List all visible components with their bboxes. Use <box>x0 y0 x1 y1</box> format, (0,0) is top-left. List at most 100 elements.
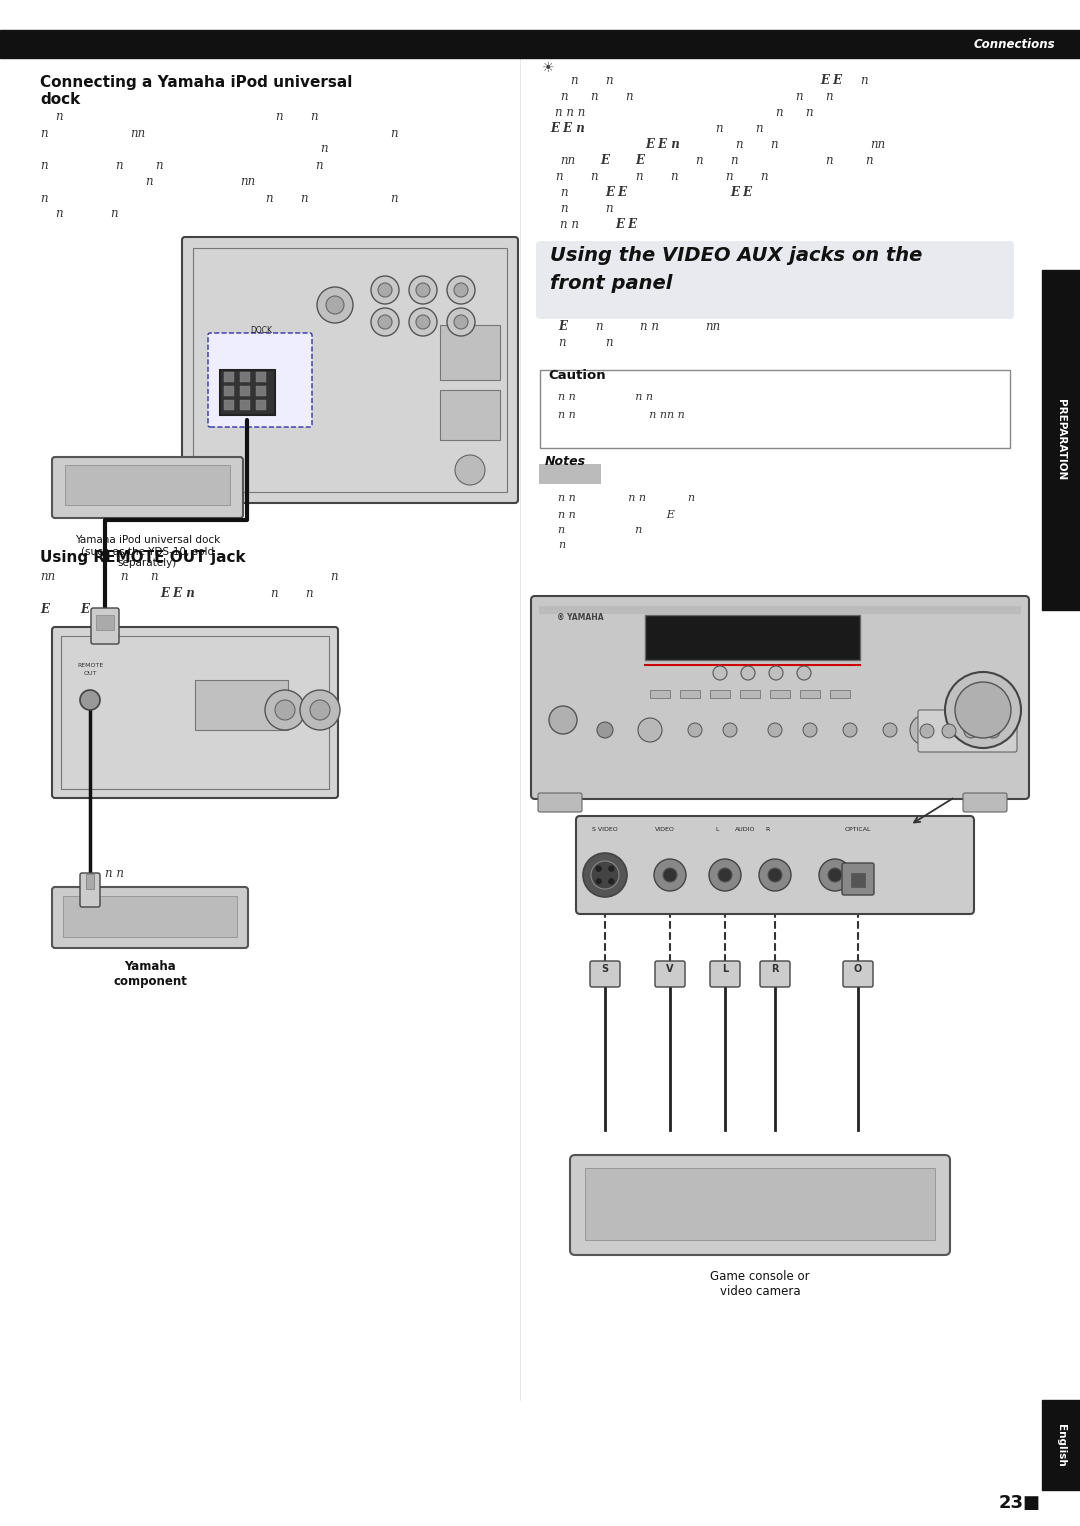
Text: E E n: E E n <box>160 588 194 600</box>
Circle shape <box>326 296 345 314</box>
Text: n n                 n n: n n n n <box>558 392 653 401</box>
Text: OPTICAL: OPTICAL <box>845 827 872 832</box>
Text: n: n <box>735 137 743 151</box>
Bar <box>195 681 288 729</box>
Circle shape <box>828 868 842 882</box>
Circle shape <box>409 276 437 304</box>
Text: E: E <box>635 154 644 166</box>
FancyBboxPatch shape <box>576 816 974 914</box>
Text: n: n <box>145 175 152 188</box>
Text: E E n: E E n <box>550 122 584 134</box>
Circle shape <box>416 314 430 330</box>
Text: n: n <box>315 159 323 172</box>
Text: n: n <box>114 159 123 172</box>
Text: ® YAMAHA: ® YAMAHA <box>557 613 604 623</box>
Bar <box>224 372 234 382</box>
Circle shape <box>596 867 602 871</box>
Bar <box>256 400 266 410</box>
Circle shape <box>409 308 437 336</box>
Text: n: n <box>150 571 158 583</box>
Bar <box>60 636 329 789</box>
FancyBboxPatch shape <box>760 961 789 987</box>
Text: n: n <box>755 122 762 134</box>
Bar <box>0 31 1080 58</box>
Text: REMOTE: REMOTE <box>77 662 103 668</box>
Text: E: E <box>80 603 89 617</box>
Circle shape <box>942 723 956 739</box>
Bar <box>539 606 1021 613</box>
Bar <box>240 400 249 410</box>
Text: n: n <box>825 154 833 166</box>
Text: n: n <box>570 73 578 87</box>
Text: n: n <box>770 137 778 151</box>
Text: E: E <box>558 320 567 333</box>
Text: nn: nn <box>705 320 720 333</box>
Bar <box>585 1167 935 1241</box>
Circle shape <box>759 859 791 891</box>
Circle shape <box>951 726 959 734</box>
FancyBboxPatch shape <box>208 333 312 427</box>
Text: n: n <box>265 192 272 204</box>
Text: Game console or
video camera: Game console or video camera <box>711 1270 810 1299</box>
Bar <box>800 690 820 697</box>
Text: n: n <box>561 201 568 215</box>
Text: n: n <box>730 154 738 166</box>
Bar <box>650 690 670 697</box>
Text: n: n <box>760 169 768 183</box>
Circle shape <box>768 723 782 737</box>
Text: n: n <box>605 73 612 87</box>
Circle shape <box>945 671 1021 748</box>
Text: n n               n n            n: n n n n n <box>558 493 696 504</box>
Bar <box>680 690 700 697</box>
FancyBboxPatch shape <box>963 794 1007 812</box>
Circle shape <box>372 276 399 304</box>
Circle shape <box>583 853 627 897</box>
Circle shape <box>804 723 816 737</box>
Text: n: n <box>590 169 597 183</box>
Text: n: n <box>605 336 612 349</box>
Circle shape <box>318 287 353 324</box>
Text: S: S <box>602 964 608 974</box>
Text: n: n <box>390 192 397 204</box>
Text: n: n <box>725 169 732 183</box>
Circle shape <box>447 308 475 336</box>
Text: L: L <box>721 964 728 974</box>
Circle shape <box>609 879 613 884</box>
Circle shape <box>638 719 662 742</box>
Text: Using the VIDEO AUX jacks on the: Using the VIDEO AUX jacks on the <box>550 246 922 266</box>
Bar <box>224 386 234 397</box>
Text: n: n <box>110 208 118 220</box>
Text: n: n <box>390 127 397 140</box>
Circle shape <box>310 700 330 720</box>
Text: DOCK: DOCK <box>249 327 272 336</box>
Circle shape <box>597 722 613 739</box>
Text: Notes: Notes <box>545 455 586 468</box>
Text: n: n <box>860 73 867 87</box>
Text: Caution: Caution <box>548 369 606 382</box>
Text: AUDIO: AUDIO <box>735 827 756 832</box>
FancyBboxPatch shape <box>570 1155 950 1254</box>
Text: n: n <box>625 90 633 102</box>
Circle shape <box>910 716 940 745</box>
Text: E: E <box>600 154 609 166</box>
Circle shape <box>741 665 755 681</box>
Text: E E: E E <box>820 73 842 87</box>
Text: n                    n: n n <box>558 525 643 536</box>
FancyBboxPatch shape <box>52 627 338 798</box>
Text: nn: nn <box>870 137 886 151</box>
FancyBboxPatch shape <box>531 597 1029 800</box>
Circle shape <box>964 723 978 739</box>
Text: L: L <box>715 827 718 832</box>
Text: n: n <box>120 571 127 583</box>
Text: n: n <box>275 110 283 124</box>
Bar <box>740 690 760 697</box>
Text: E E: E E <box>730 186 752 198</box>
FancyBboxPatch shape <box>91 607 119 644</box>
Circle shape <box>609 867 613 871</box>
Bar <box>770 690 789 697</box>
Text: n: n <box>561 90 568 102</box>
Circle shape <box>797 665 811 681</box>
Text: Yamaha iPod universal dock
(such as the YDS-10, sold
separately): Yamaha iPod universal dock (such as the … <box>75 536 220 568</box>
Text: n: n <box>595 320 603 333</box>
Bar <box>256 386 266 397</box>
